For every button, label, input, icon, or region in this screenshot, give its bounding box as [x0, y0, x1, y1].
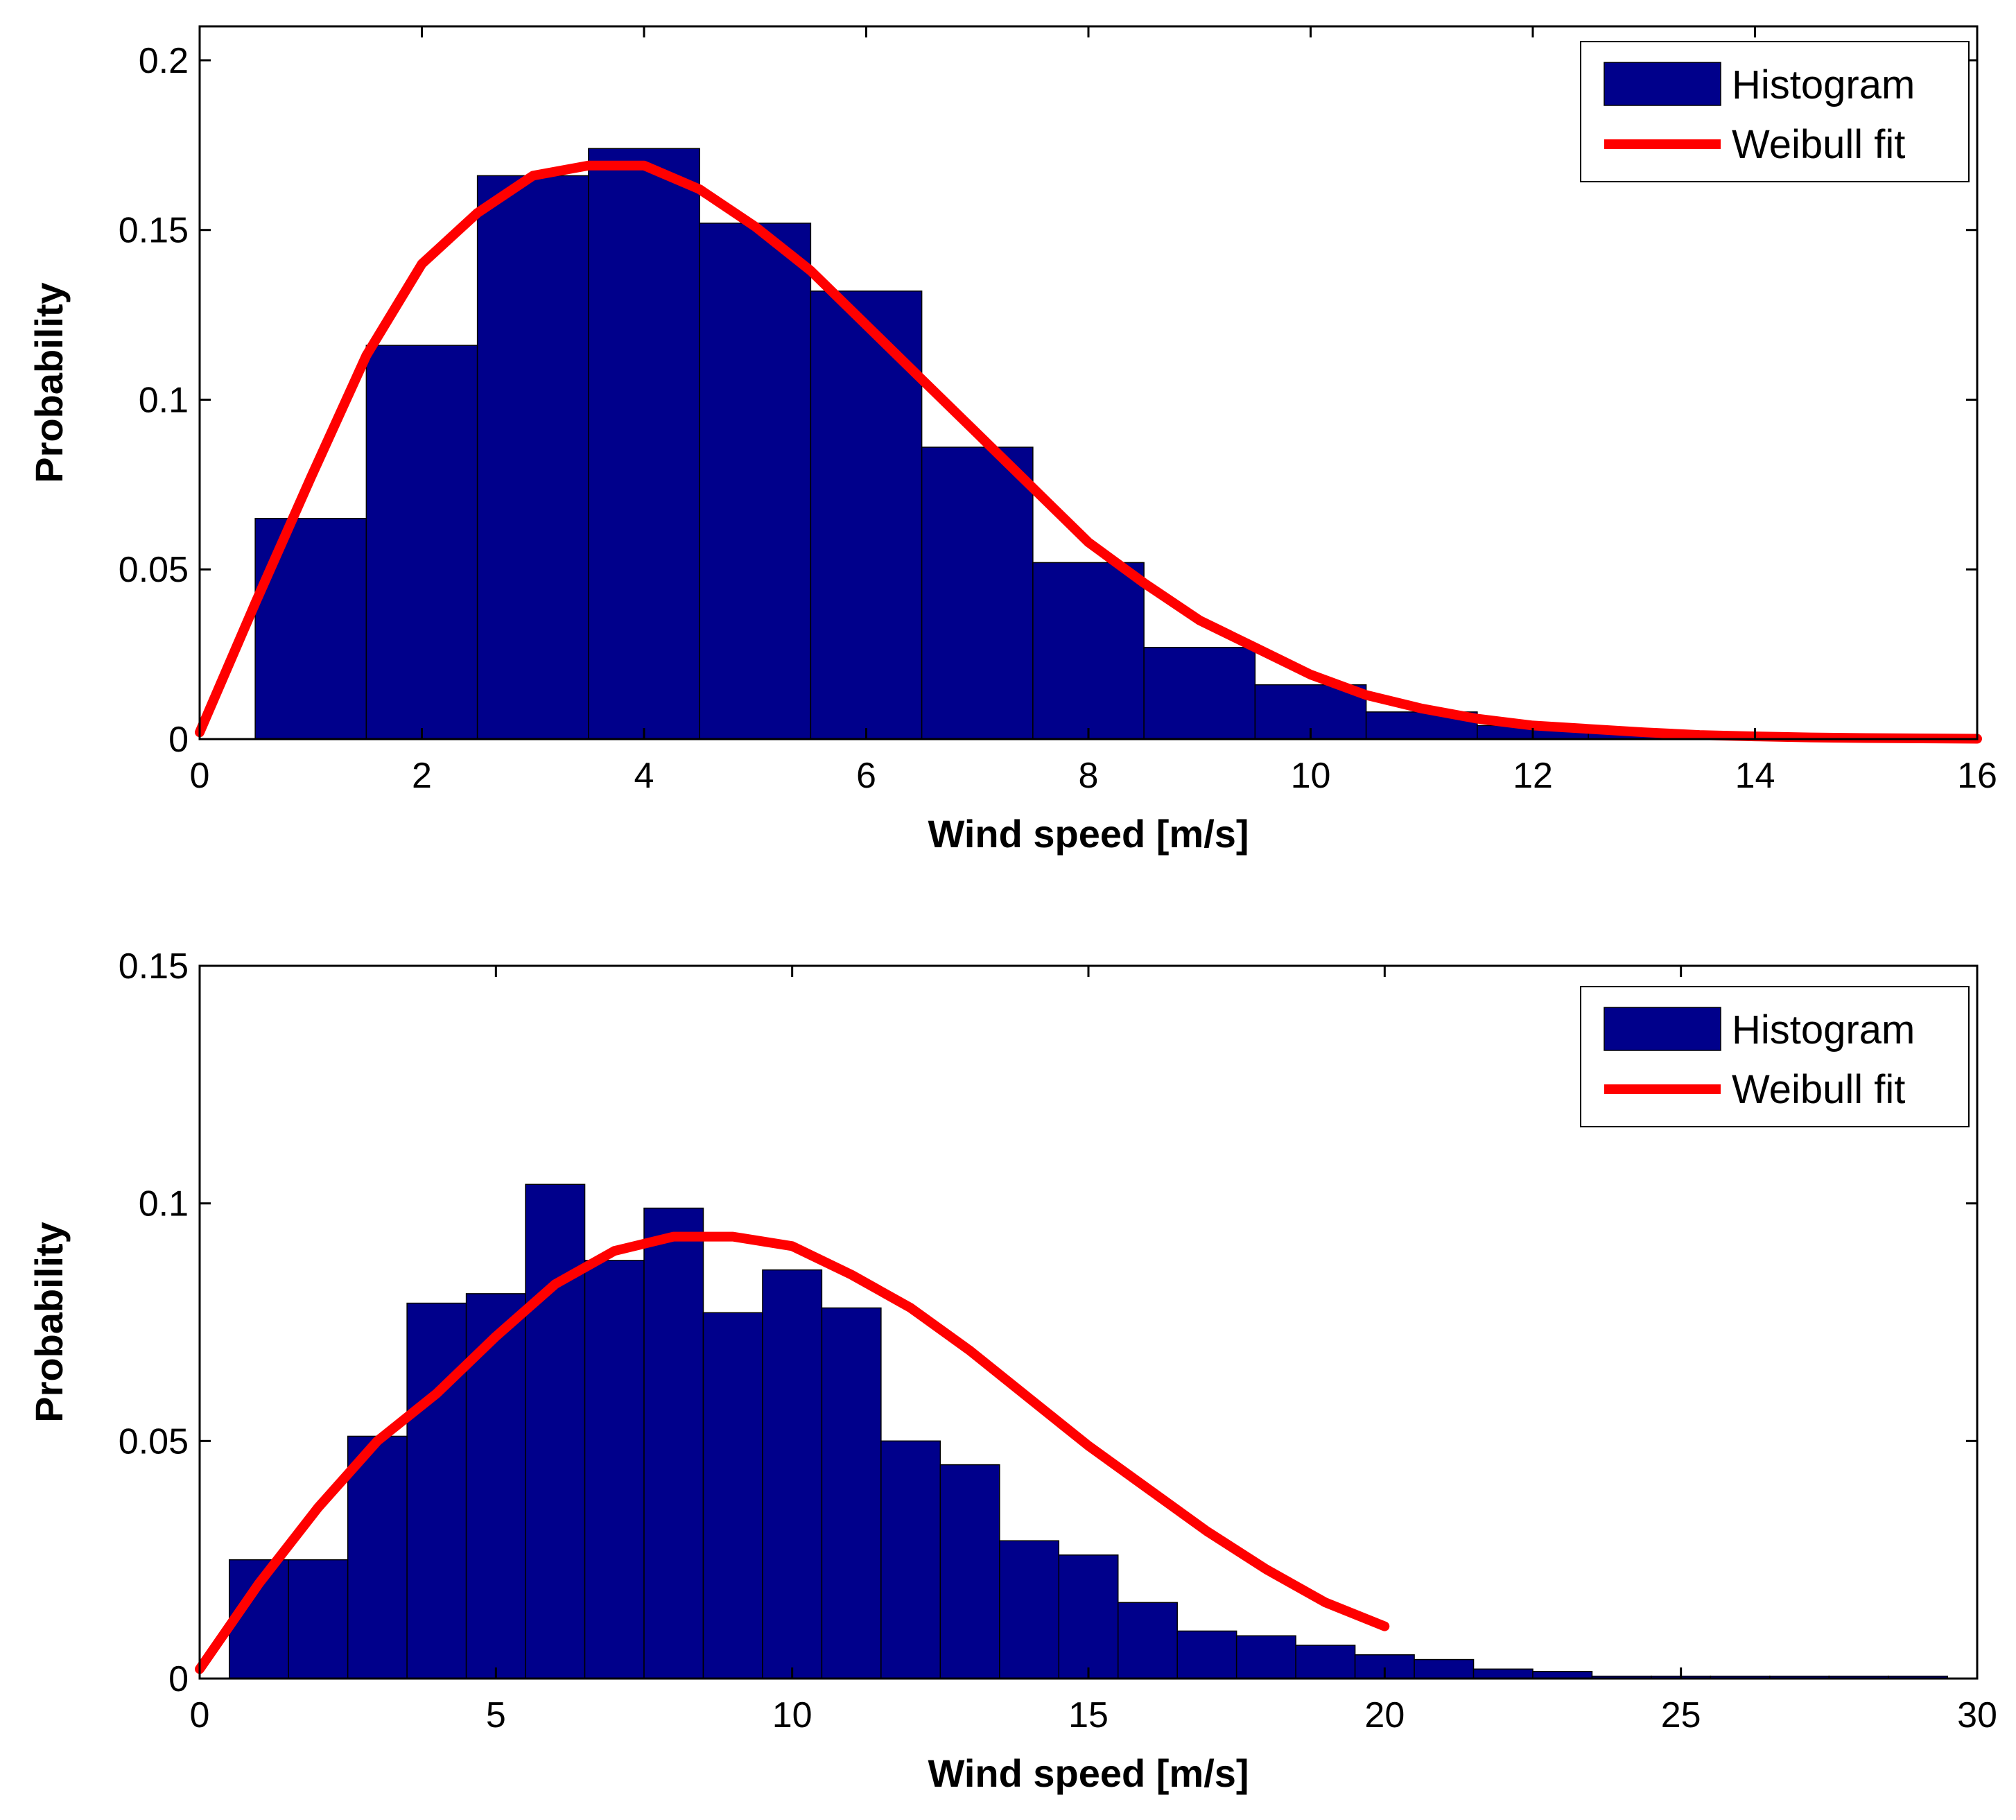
legend-label-histogram: Histogram: [1732, 62, 1915, 107]
y-tick-label: 0: [168, 720, 189, 760]
y-tick-label: 0.05: [119, 1421, 189, 1462]
histogram-bar: [821, 1307, 882, 1679]
histogram-bar: [1058, 1554, 1119, 1679]
histogram-bar: [1414, 1658, 1475, 1679]
legend: Histogram Weibull fit: [1580, 986, 1970, 1127]
chart-bottom: 0 5 10 15 20 25 30 0 0.05 0.1 0.15 Wind speed [m/s]…: [27, 946, 1997, 1795]
x-tick-label: 16: [1957, 756, 1997, 796]
x-tick-label: 6: [856, 756, 876, 796]
x-tick-label: 0: [190, 756, 210, 796]
y-tick-label: 0.1: [139, 380, 189, 420]
histogram-bar: [1235, 1635, 1296, 1679]
histogram-bar: [699, 223, 812, 740]
x-tick-label: 20: [1364, 1695, 1405, 1735]
histogram-bar: [584, 1260, 645, 1679]
chart-top: 0 2 4 6 8 10 12 14 16 0 0.05 0.1 0.15 0.2 Wind speed […: [27, 25, 1997, 856]
histogram-bar: [406, 1302, 467, 1679]
y-tick-label: 0.05: [119, 550, 189, 590]
legend-swatch-histogram: [1604, 62, 1721, 106]
y-tick-label: 0.15: [119, 946, 189, 987]
x-axis-title: Wind speed [m/s]: [928, 1751, 1249, 1795]
histogram-bar: [1143, 647, 1256, 740]
legend-label-weibull-fit: Weibull fit: [1732, 122, 1905, 167]
x-tick-label: 10: [772, 1695, 813, 1735]
histogram-bar: [365, 345, 478, 740]
histogram-bar: [1032, 562, 1145, 740]
x-tick-label: 15: [1068, 1695, 1109, 1735]
y-tick-label: 0.2: [139, 41, 189, 81]
x-tick-label: 2: [412, 756, 432, 796]
x-tick-label: 14: [1735, 756, 1775, 796]
x-tick-label: 10: [1291, 756, 1331, 796]
x-tick-label: 30: [1957, 1695, 1997, 1735]
weibull-fit-line: [195, 1231, 1390, 1674]
histogram-bar: [476, 175, 589, 740]
legend: Histogram Weibull fit: [1580, 41, 1970, 182]
y-axis-title: Probability: [27, 1222, 71, 1422]
histogram-bar: [1532, 1670, 1593, 1679]
histogram-bar: [588, 148, 700, 740]
histogram-bar: [1295, 1645, 1356, 1679]
histogram-bar: [921, 447, 1034, 740]
histogram-bar: [1176, 1630, 1237, 1679]
x-tick-label: 25: [1661, 1695, 1701, 1735]
histogram-bar: [347, 1435, 408, 1679]
x-tick-label: 8: [1079, 756, 1099, 796]
x-axis-title: Wind speed [m/s]: [928, 812, 1249, 856]
histogram-bar: [525, 1184, 586, 1679]
histogram-bar: [288, 1559, 349, 1679]
weibull-fit-line: [195, 160, 1982, 744]
legend-label-weibull-fit: Weibull fit: [1732, 1067, 1905, 1112]
histogram-bar: [1117, 1602, 1178, 1679]
histogram-bar: [880, 1440, 941, 1679]
histogram-bar: [643, 1207, 704, 1679]
histogram-bar: [1472, 1668, 1533, 1679]
x-tick-label: 12: [1513, 756, 1553, 796]
histogram-bar: [999, 1540, 1060, 1679]
x-tick-label: 4: [634, 756, 654, 796]
legend-swatch-histogram: [1604, 1007, 1721, 1051]
histogram-bar: [702, 1312, 763, 1679]
y-tick-label: 0.1: [139, 1184, 189, 1224]
legend-label-histogram: Histogram: [1732, 1007, 1915, 1052]
y-axis-title: Probability: [27, 282, 71, 483]
histogram-bar: [762, 1269, 823, 1679]
histogram-bar: [939, 1464, 1000, 1679]
histogram-bar: [254, 518, 367, 740]
x-tick-label: 5: [486, 1695, 506, 1735]
y-tick-label: 0: [168, 1659, 189, 1699]
x-tick-label: 0: [190, 1695, 210, 1735]
y-tick-label: 0.15: [119, 211, 189, 251]
